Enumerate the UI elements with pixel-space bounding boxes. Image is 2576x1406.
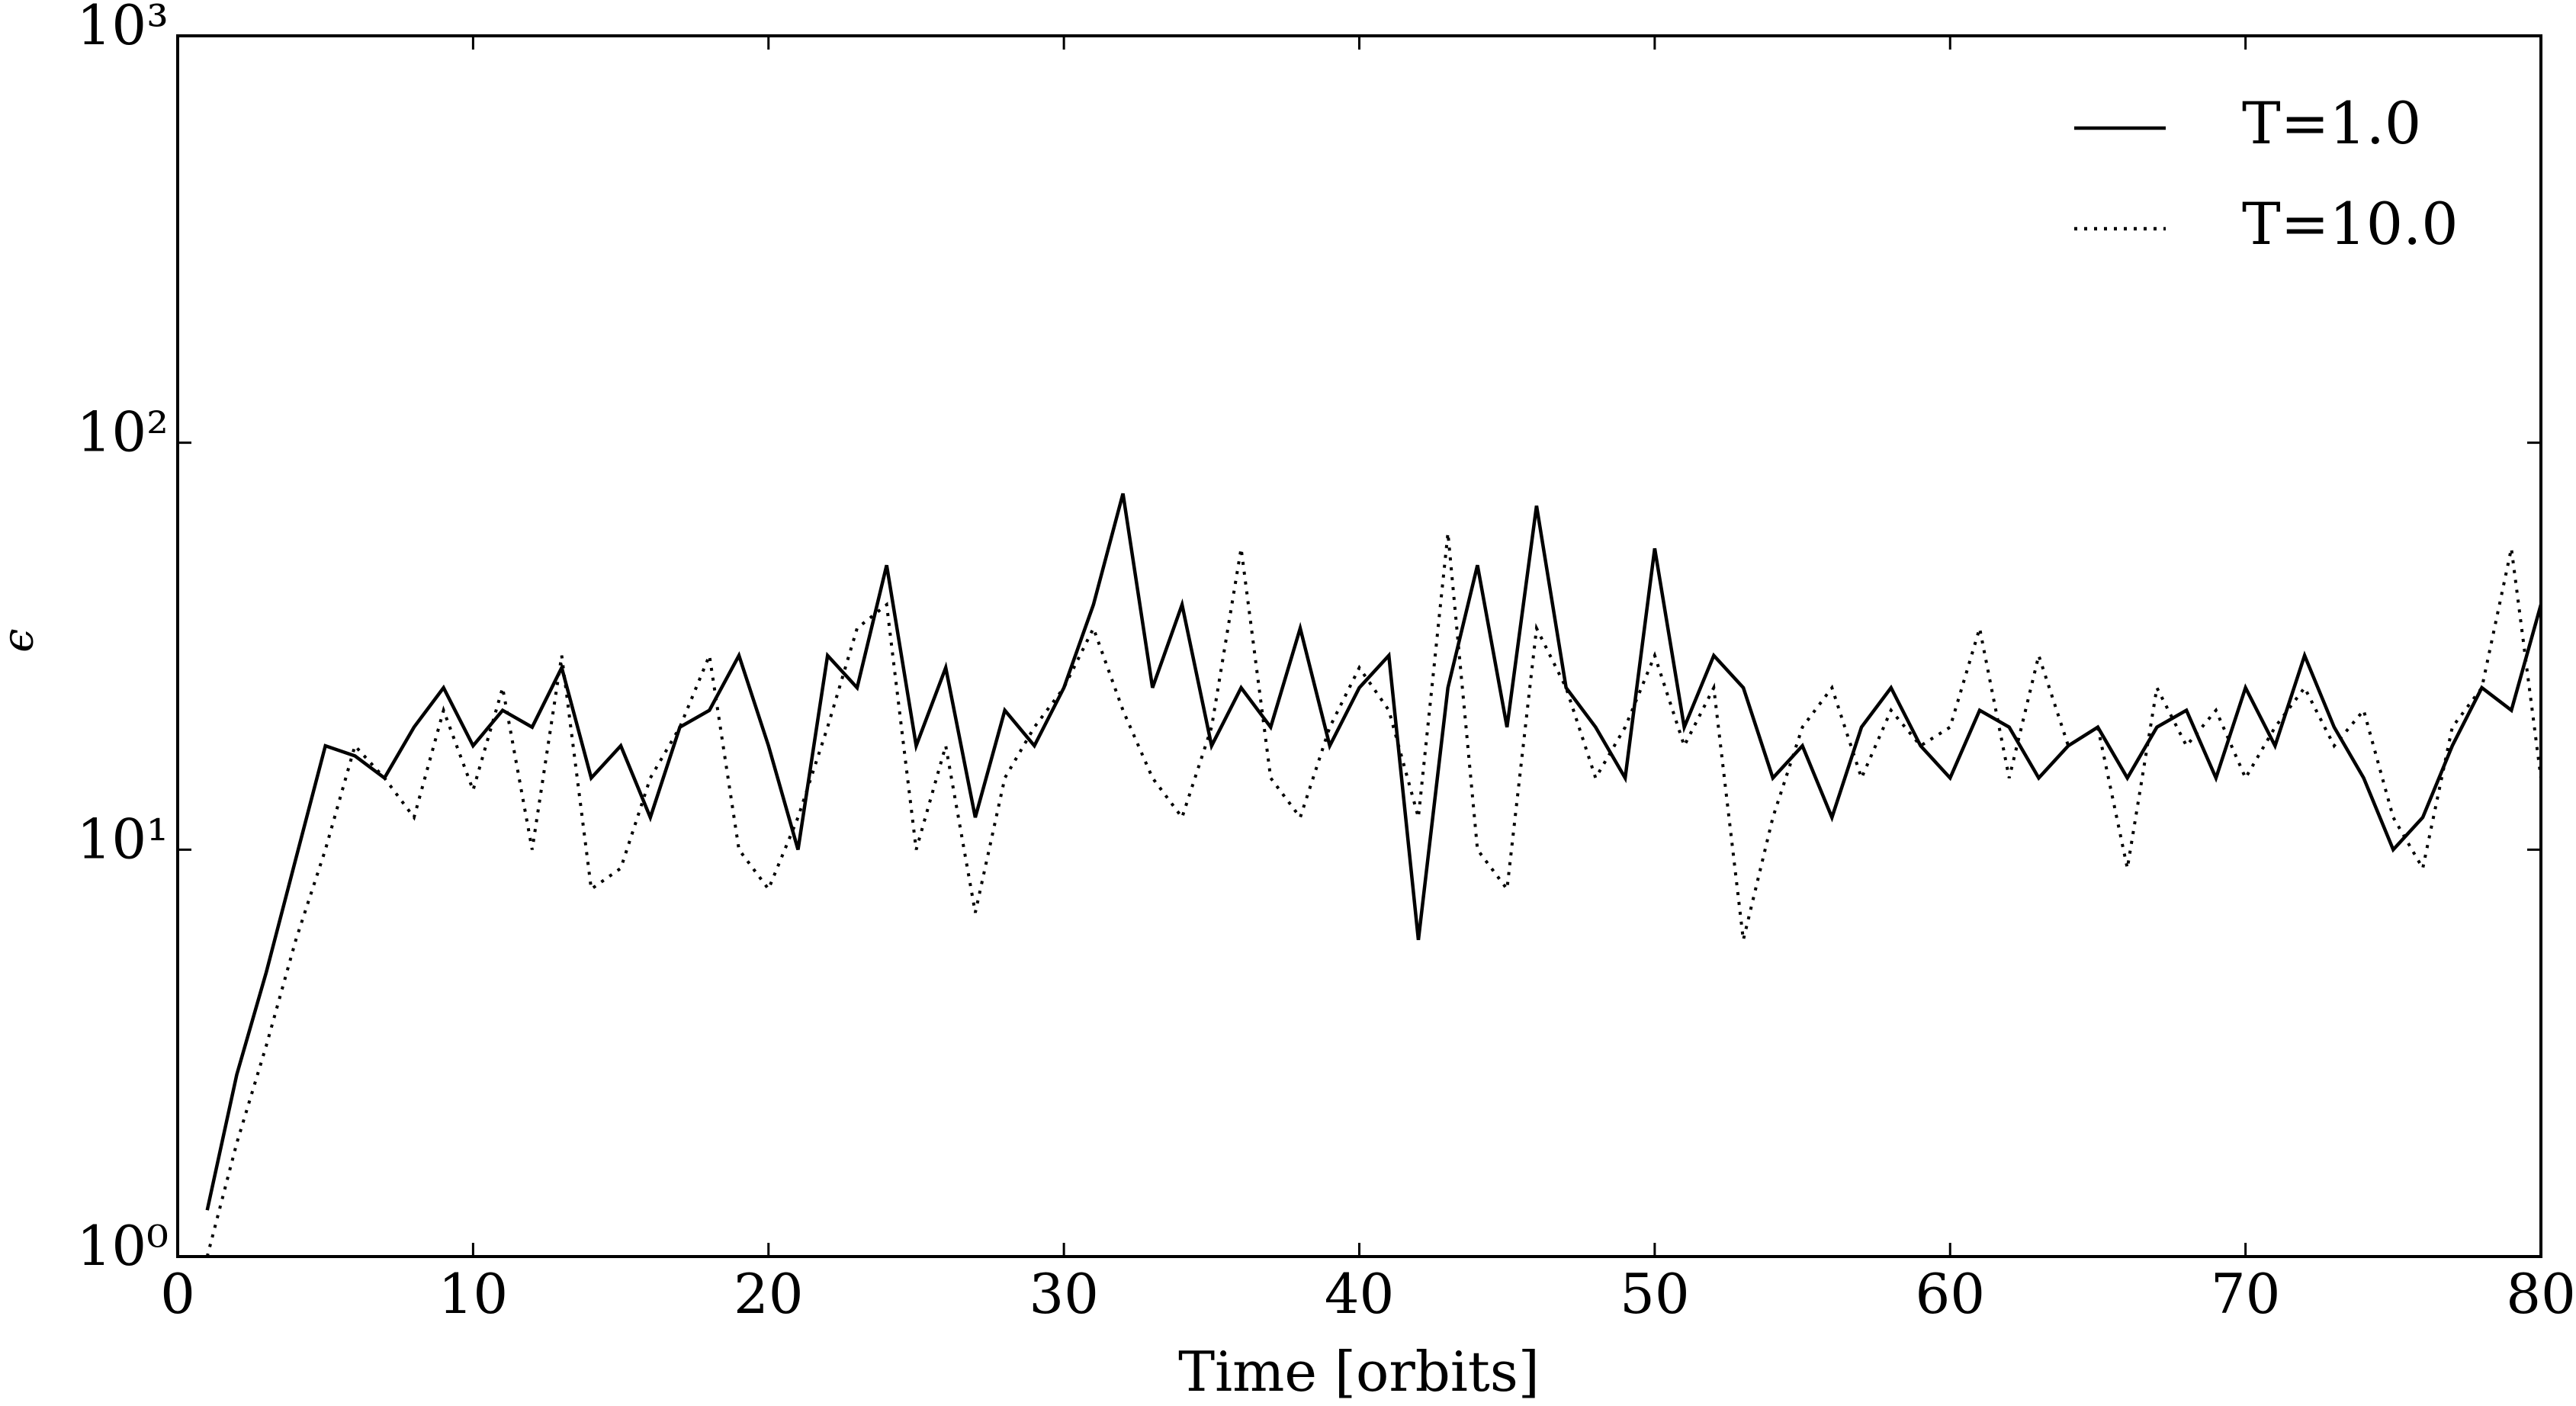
x-tick-label: 30 [1029,1262,1099,1326]
plot-frame [176,34,2542,1258]
x-tick-label: 60 [1915,1262,1985,1326]
y-tick-label: 10¹ [77,807,169,871]
legend-label: T=10.0 [2242,190,2459,258]
x-tick-label: 70 [2211,1262,2281,1326]
y-axis-label: ϵ [0,628,43,652]
y-tick-label: 10³ [77,0,169,57]
x-tick-label: 50 [1620,1262,1690,1326]
x-tick-label: 0 [160,1262,195,1326]
x-tick-label: 20 [734,1262,804,1326]
x-tick-label: 40 [1325,1262,1395,1326]
x-axis-label: Time [orbits] [1178,1340,1540,1404]
plot-area [205,493,2541,1257]
x-tick-label: 80 [2506,1262,2576,1326]
series-line [205,532,2541,1257]
y-tick-label: 10² [77,400,169,464]
y-tick-label: 10⁰ [77,1214,169,1278]
legend-label: T=1.0 [2242,89,2421,157]
series-line [205,493,2541,1211]
x-tick-label: 10 [438,1262,509,1326]
